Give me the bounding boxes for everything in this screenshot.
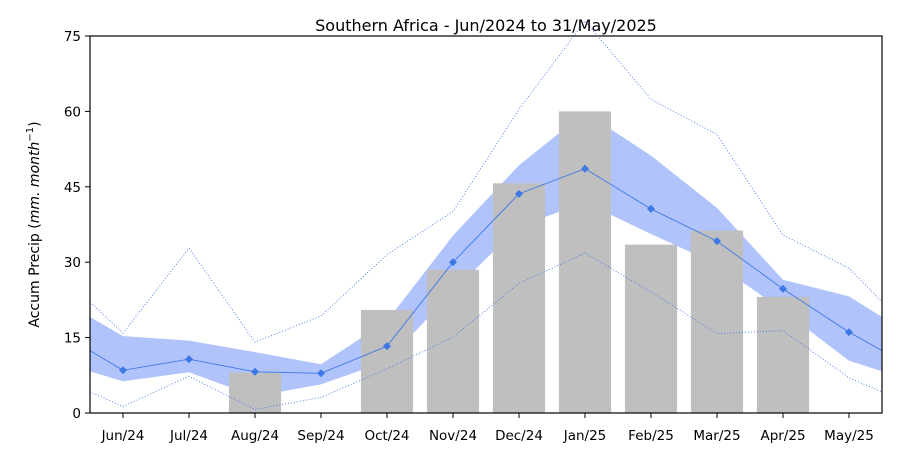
y-axis-label: Accum Precip (mm. month−1) bbox=[25, 121, 43, 327]
x-tick-label-Nov/24: Nov/24 bbox=[429, 428, 477, 444]
x-tick-label-Jul/24: Jul/24 bbox=[169, 428, 208, 444]
plot-frame bbox=[89, 35, 883, 414]
x-tick-label-Mar/25: Mar/25 bbox=[693, 428, 740, 444]
bar-layer bbox=[228, 111, 810, 414]
bar-Dec/24 bbox=[492, 183, 546, 413]
y-tick-label-60: 60 bbox=[64, 104, 81, 120]
mean-marker-May/25 bbox=[845, 328, 853, 337]
mean-marker-Mar/25 bbox=[713, 237, 721, 246]
bar-Jan/25 bbox=[558, 111, 612, 414]
mean-marker-Jul/24 bbox=[185, 355, 193, 364]
y-tick-label-75: 75 bbox=[64, 29, 81, 45]
y-tick-label-45: 45 bbox=[64, 180, 81, 196]
y-axis-label-close: ) bbox=[27, 121, 43, 126]
chart-title: Southern Africa - Jun/2024 to 31/May/202… bbox=[315, 16, 657, 35]
x-tick-label-Apr/25: Apr/25 bbox=[760, 428, 805, 444]
mean-line bbox=[89, 168, 883, 374]
y-tick-label-15: 15 bbox=[64, 331, 81, 347]
mean-marker-Sep/24 bbox=[317, 369, 325, 378]
x-tick-label-Aug/24: Aug/24 bbox=[231, 428, 279, 444]
y-axis-label-units: mm. month bbox=[27, 142, 43, 224]
mean-marker-Jan/25 bbox=[581, 164, 589, 173]
y-tick-label-30: 30 bbox=[64, 255, 81, 271]
mean-marker-Feb/25 bbox=[647, 204, 655, 213]
x-tick-label-Oct/24: Oct/24 bbox=[364, 428, 409, 444]
uncertainty-band-layer bbox=[90, 112, 882, 397]
axes-layer: 0 15 30 45 60 75 Jun/24 Jul/24 Aug/24 Sep/24 Oct/2… bbox=[64, 29, 883, 444]
line-layer bbox=[89, 20, 883, 410]
x-tick-label-Sep/24: Sep/24 bbox=[297, 428, 344, 444]
x-tick-label-Dec/24: Dec/24 bbox=[495, 428, 543, 444]
y-axis-label-exp: −1 bbox=[25, 127, 36, 142]
bar-Mar/25 bbox=[690, 230, 744, 413]
mean-marker-Oct/24 bbox=[383, 342, 391, 351]
bar-Nov/24 bbox=[426, 269, 480, 413]
y-axis-label-main: Accum Precip ( bbox=[27, 223, 43, 327]
x-tick-label-Jun/24: Jun/24 bbox=[101, 428, 145, 444]
mean-marker-Aug/24 bbox=[251, 367, 259, 376]
mean-marker-Dec/24 bbox=[515, 189, 523, 198]
x-tick-label-Feb/25: Feb/25 bbox=[628, 428, 674, 444]
mean-marker-Jun/24 bbox=[119, 366, 127, 375]
bar-Feb/25 bbox=[624, 244, 678, 413]
mean-marker-Apr/25 bbox=[779, 284, 787, 293]
x-tick-label-Jan/25: Jan/25 bbox=[563, 428, 607, 444]
x-tick-label-May/25: May/25 bbox=[824, 428, 874, 444]
y-tick-label-0: 0 bbox=[72, 406, 81, 422]
bar-Apr/25 bbox=[756, 296, 810, 413]
bar-Oct/24 bbox=[360, 309, 414, 413]
max-dotted-line bbox=[89, 20, 883, 343]
uncertainty-band bbox=[90, 112, 882, 397]
min-dotted-line bbox=[89, 252, 883, 410]
bar-Aug/24 bbox=[228, 372, 282, 413]
mean-marker-Nov/24 bbox=[449, 258, 457, 267]
